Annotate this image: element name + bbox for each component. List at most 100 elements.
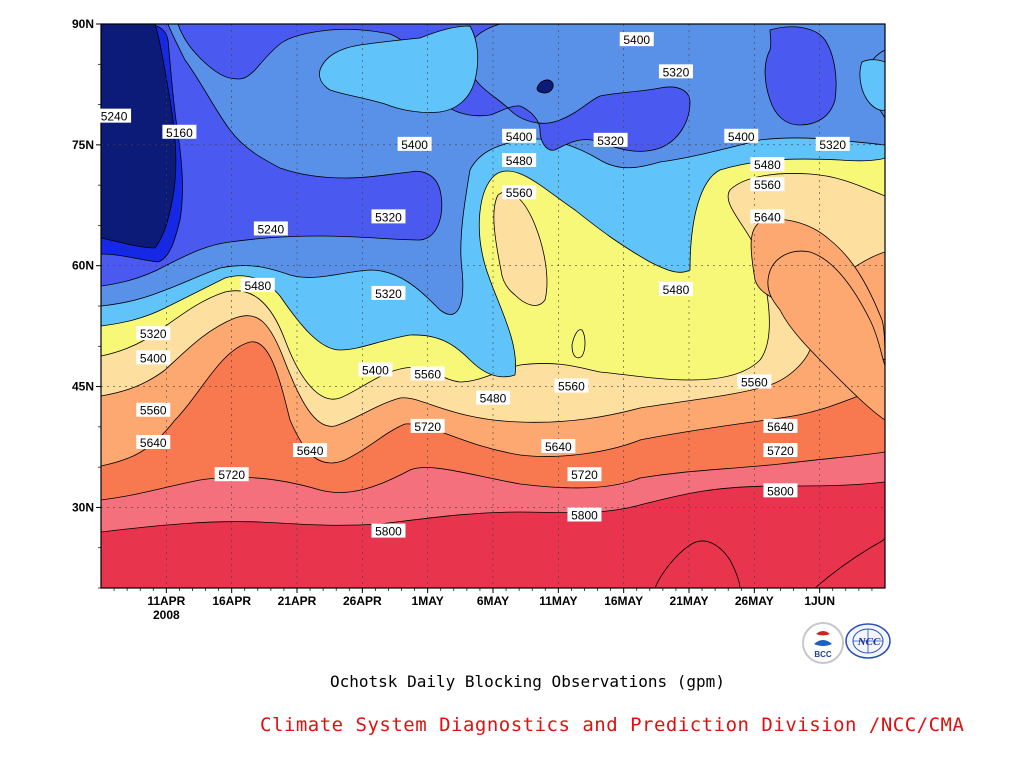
credit-text: Climate System Diagnostics and Predictio… [260, 714, 965, 736]
contour-label-text: 5640 [297, 444, 324, 458]
contour-label: 5320 [815, 136, 850, 152]
contour-label-bg [162, 124, 197, 139]
contour-label-bg [658, 281, 693, 296]
contour-label-bg [763, 418, 798, 433]
grid-lines [101, 24, 885, 588]
contour-label-bg [724, 128, 759, 143]
contour-label-bg [541, 439, 576, 453]
x-tick-label: 11MAY [539, 594, 577, 608]
x-tick-label: 1MAY [412, 594, 444, 608]
contour-label: 5800 [567, 507, 602, 522]
contour-label-bg [502, 185, 537, 200]
contour-band [767, 250, 885, 421]
contour-label-bg [214, 467, 249, 482]
contour-label-bg [502, 128, 537, 143]
contour-labels: 5240 5160 5240 5320 5400 5320 5480 5320 5400 5400… [97, 32, 850, 539]
contour-label-text: 5560 [741, 376, 768, 390]
contour-label-bg [293, 443, 328, 458]
contour-label: 5400 [724, 128, 759, 144]
contour-label: 5400 [502, 128, 537, 144]
contour-label-bg [371, 209, 406, 224]
contour-label-bg [136, 326, 171, 341]
contour-label-bg [397, 136, 432, 151]
contour-band [101, 24, 177, 249]
y-tick-label: 60N [72, 259, 94, 273]
contour-label: 5720 [763, 443, 798, 458]
bcc-logo-text: BCC [814, 650, 832, 659]
bcc-logo: BCC [802, 622, 844, 664]
contour-band [764, 26, 837, 126]
x-tick-label: 16APR [212, 594, 251, 608]
contour-label: 5240 [253, 221, 288, 236]
contour-label: 5480 [476, 390, 510, 406]
y-tick-label: 90N [72, 17, 94, 31]
contour-band [101, 24, 691, 152]
contour-label-text: 5160 [166, 126, 193, 140]
contour-label-bg [410, 366, 445, 381]
contour-label-text: 5320 [375, 210, 402, 224]
contour-band [101, 24, 443, 287]
contour-label-text: 5480 [506, 154, 533, 168]
contour-label: 5400 [397, 136, 432, 152]
contour-label-text: 5400 [623, 33, 650, 47]
contour-label-text: 5560 [558, 380, 585, 394]
contour-label-bg [658, 64, 693, 79]
contour-label: 5640 [136, 434, 171, 450]
x-tick-label: 21MAY [670, 594, 709, 608]
contour-label-text: 5320 [140, 327, 167, 341]
contour-label-text: 5480 [244, 279, 271, 293]
contour-label-text: 5400 [728, 130, 755, 144]
contour-label-bg [358, 362, 393, 377]
contour-label: 5320 [593, 132, 628, 148]
contour-label-text: 5640 [767, 420, 794, 434]
contour-label: 5640 [541, 439, 576, 454]
contour-label-bg [371, 523, 406, 538]
contour-label: 5640 [293, 443, 328, 458]
contour-label-bg [619, 32, 654, 47]
y-tick-label: 75N [72, 138, 94, 152]
contour-label-text: 5640 [545, 440, 572, 454]
contour-label: 5800 [763, 483, 798, 498]
contour-label-bg [136, 402, 171, 417]
contour-label-bg [593, 132, 628, 147]
contour-label: 5320 [371, 209, 406, 224]
contour-label-bg [567, 467, 602, 482]
contour-label-bg [750, 157, 785, 171]
contour-label-text: 5480 [663, 283, 690, 297]
contour-label-bg [763, 483, 798, 498]
contour-label: 5560 [410, 366, 445, 381]
contour-label: 5480 [240, 277, 275, 293]
contour-label-text: 5320 [375, 287, 402, 301]
contour-band [319, 25, 479, 113]
contour-label: 5800 [371, 523, 406, 539]
contour-label-bg [750, 177, 785, 192]
axes: 11APR 16APR 21APR 26APR 1MAY 6MAY 11MAY 16MAY 21… [72, 17, 873, 622]
contour-label: 5320 [371, 285, 406, 301]
contour-label-bg [815, 136, 850, 151]
x-year-label: 2008 [153, 608, 180, 622]
contour-label-text: 5560 [140, 404, 167, 418]
contour-label: 5400 [136, 350, 171, 365]
contour-label: 5560 [136, 402, 171, 418]
x-tick-label: 26APR [343, 594, 382, 608]
ncc-logo: NCC [844, 622, 892, 660]
contour-label-text: 5640 [754, 210, 781, 224]
contour-label: 5400 [619, 32, 654, 47]
contour-label-text: 5240 [101, 110, 128, 124]
x-tick-label: 16MAY [604, 594, 643, 608]
contour-label-text: 5320 [597, 134, 624, 148]
contour-label: 5640 [750, 209, 785, 224]
x-tick-label: 1JUN [804, 594, 835, 608]
contour-label-text: 5400 [362, 363, 389, 377]
contour-label-bg [253, 221, 288, 236]
contour-label-bg [502, 152, 537, 167]
x-tick-label: 6MAY [477, 594, 509, 608]
contour-label-text: 5400 [140, 351, 167, 365]
contour-label: 5640 [763, 418, 798, 434]
contour-label-bg [371, 285, 406, 300]
contour-label-bg [763, 443, 798, 458]
contour-label-bg [750, 209, 785, 224]
contour-label: 5400 [358, 362, 393, 377]
contour-label-text: 5480 [754, 158, 781, 172]
